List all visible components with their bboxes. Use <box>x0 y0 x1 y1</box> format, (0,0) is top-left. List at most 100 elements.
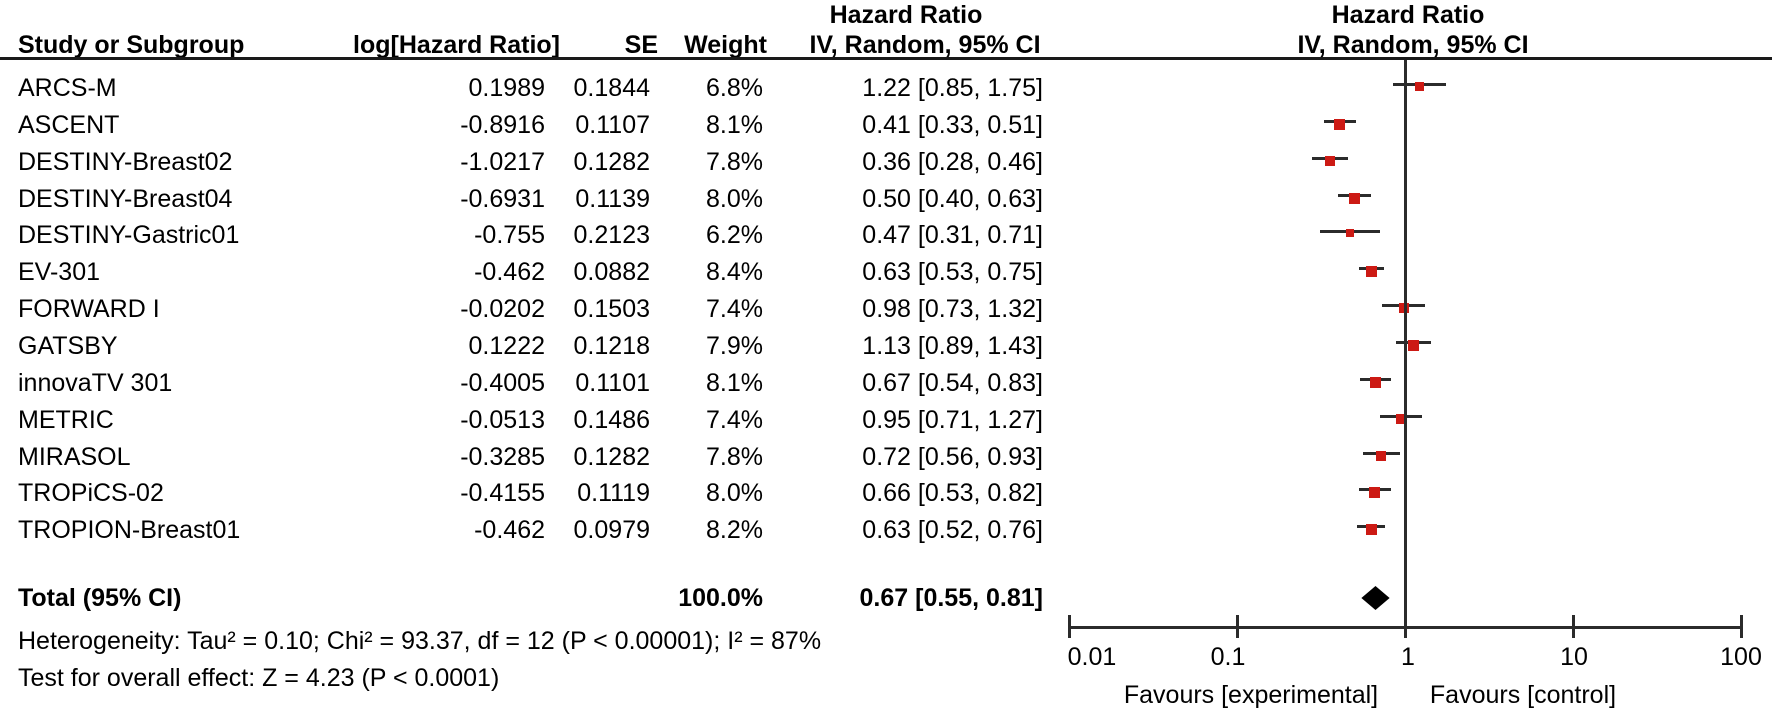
axis-label-01: 0.1 <box>1210 643 1246 671</box>
axis-tick-10 <box>1572 615 1575 638</box>
study-log-hr: -0.462 <box>474 516 545 545</box>
study-weight: 6.8% <box>706 74 763 102</box>
study-ci: 0.67 [0.54, 0.83] <box>862 368 1043 397</box>
study-log-hr: 0.1989 <box>468 74 545 102</box>
study-log-hr: -0.0202 <box>460 295 545 324</box>
study-se: 0.1486 <box>573 405 650 434</box>
study-weight: 6.2% <box>706 221 763 250</box>
study-weight: 8.2% <box>706 516 763 545</box>
study-weight: 8.0% <box>706 479 763 508</box>
study-weight: 7.4% <box>706 405 763 434</box>
total-weight: 100.0% <box>678 584 763 612</box>
favours-control-label: Favours [control] <box>1429 681 1617 709</box>
total-diamond <box>1361 586 1390 610</box>
effect-square <box>1376 450 1387 461</box>
study-weight: 7.8% <box>706 147 763 176</box>
study-ci: 0.95 [0.71, 1.27] <box>862 405 1043 434</box>
study-weight: 8.0% <box>706 184 763 213</box>
effect-square <box>1325 155 1336 166</box>
favours-experimental-label: Favours [experimental] <box>1123 681 1379 709</box>
study-log-hr: -1.0217 <box>460 147 545 176</box>
study-log-hr: -0.0513 <box>460 405 545 434</box>
overall-effect-text: Test for overall effect: Z = 4.23 (P < 0… <box>18 664 500 692</box>
study-se: 0.1101 <box>575 368 650 397</box>
study-ci: 0.63 [0.53, 0.75] <box>862 258 1043 287</box>
study-ci: 1.13 [0.89, 1.43] <box>862 331 1043 360</box>
total-label: Total (95% CI) <box>18 584 182 612</box>
study-log-hr: -0.462 <box>474 258 545 287</box>
header-underline <box>0 57 1772 60</box>
study-ci: 0.72 [0.56, 0.93] <box>862 442 1043 471</box>
study-ci: 0.41 [0.33, 0.51] <box>862 110 1043 139</box>
axis-tick-001 <box>1068 615 1071 638</box>
study-ci: 0.63 [0.52, 0.76] <box>862 516 1043 545</box>
heterogeneity-text: Heterogeneity: Tau² = 0.10; Chi² = 93.37… <box>18 627 822 655</box>
reference-line <box>1404 60 1407 627</box>
study-se: 0.1844 <box>573 74 650 102</box>
effect-square <box>1370 376 1382 388</box>
study-weight: 8.1% <box>706 368 763 397</box>
study-ci: 0.36 [0.28, 0.46] <box>862 147 1043 176</box>
study-name: MIRASOL <box>18 442 131 471</box>
effect-square <box>1396 413 1407 424</box>
col-header-se: SE <box>624 31 658 59</box>
study-log-hr: -0.8916 <box>460 110 545 139</box>
axis-tick-100 <box>1740 615 1743 638</box>
study-log-hr: -0.4155 <box>460 479 545 508</box>
table-effect-header: Hazard Ratio <box>829 1 983 29</box>
study-log-hr: -0.6931 <box>460 184 545 213</box>
study-weight: 8.4% <box>706 258 763 287</box>
total-ci: 0.67 [0.55, 0.81] <box>859 584 1043 612</box>
effect-square <box>1365 266 1377 278</box>
study-se: 0.1282 <box>573 147 650 176</box>
study-ci: 0.50 [0.40, 0.63] <box>862 184 1043 213</box>
study-se: 0.1139 <box>575 184 650 213</box>
study-se: 0.1503 <box>573 295 650 324</box>
effect-square <box>1415 82 1424 91</box>
axis-tick-01 <box>1236 615 1239 638</box>
study-se: 0.2123 <box>573 221 650 250</box>
col-header-study: Study or Subgroup <box>18 31 245 59</box>
study-name: innovaTV 301 <box>18 368 173 397</box>
study-log-hr: -0.4005 <box>460 368 545 397</box>
axis-label-1: 1 <box>1401 643 1415 671</box>
study-name: DESTINY-Breast02 <box>18 147 233 176</box>
study-name: ASCENT <box>18 110 120 139</box>
axis-label-001: 0.01 <box>1067 643 1117 671</box>
study-weight: 7.4% <box>706 295 763 324</box>
study-name: DESTINY-Gastric01 <box>18 221 240 250</box>
study-name: FORWARD I <box>18 295 160 324</box>
study-weight: 7.8% <box>706 442 763 471</box>
effect-square <box>1369 487 1381 499</box>
effect-square <box>1334 118 1346 130</box>
study-se: 0.1218 <box>573 331 650 360</box>
study-log-hr: -0.3285 <box>460 442 545 471</box>
effect-square <box>1408 339 1420 351</box>
study-name: EV-301 <box>18 258 101 287</box>
study-se: 0.1107 <box>575 110 650 139</box>
col-header-log-hr: log[Hazard Ratio] <box>353 31 560 59</box>
effect-square <box>1398 303 1409 314</box>
study-name: TROPION-Breast01 <box>18 516 241 545</box>
axis-tick-1 <box>1404 615 1407 638</box>
study-log-hr: -0.755 <box>474 221 545 250</box>
axis-label-10: 10 <box>1560 643 1588 671</box>
col-header-ci: IV, Random, 95% CI <box>809 31 1041 59</box>
effect-square <box>1345 229 1354 238</box>
study-name: TROPiCS-02 <box>18 479 164 508</box>
plot-effect-header: Hazard Ratio <box>1331 1 1485 29</box>
study-weight: 7.9% <box>706 331 763 360</box>
study-ci: 1.22 [0.85, 1.75] <box>862 74 1043 102</box>
study-se: 0.1119 <box>577 479 650 508</box>
study-name: DESTINY-Breast04 <box>18 184 233 213</box>
study-se: 0.0979 <box>573 516 650 545</box>
col-header-weight: Weight <box>684 31 767 59</box>
study-ci: 0.66 [0.53, 0.82] <box>862 479 1043 508</box>
effect-square <box>1365 524 1377 536</box>
study-ci: 0.98 [0.73, 1.32] <box>862 295 1043 324</box>
study-name: ARCS-M <box>18 74 117 102</box>
study-ci: 0.47 [0.31, 0.71] <box>862 221 1043 250</box>
plot-subheader: IV, Random, 95% CI <box>1297 31 1529 59</box>
study-name: METRIC <box>18 405 114 434</box>
